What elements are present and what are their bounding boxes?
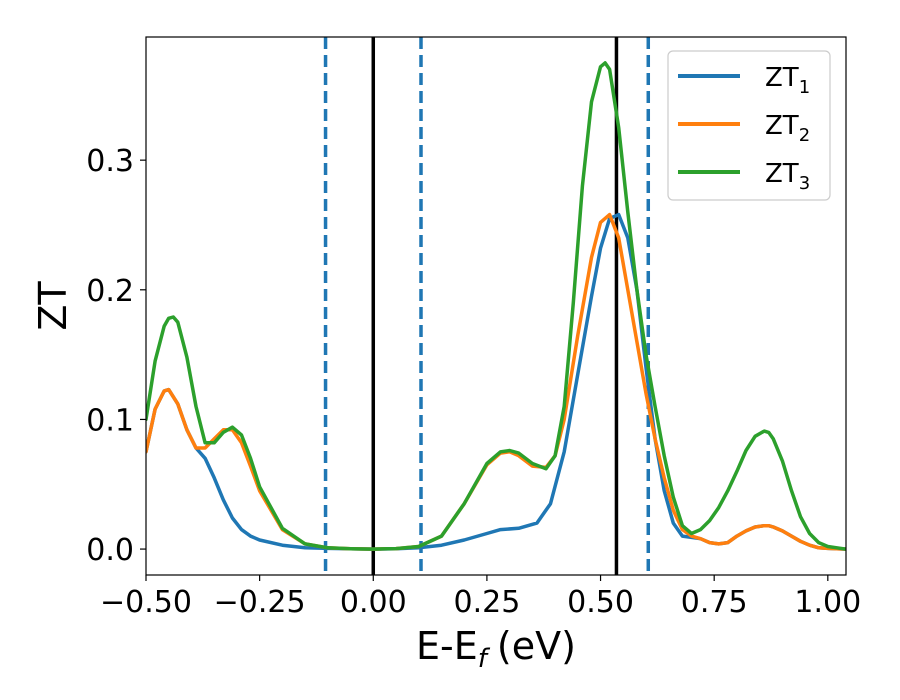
- x-tick-label: 0.75: [681, 585, 748, 620]
- axis-ticks: −0.50 −0.25 0.00 0.25 0.50 0.75 1.00 0.0 0.1 0.2 0…: [86, 144, 861, 620]
- plot-area: [146, 37, 846, 575]
- x-tick-label: 0.00: [340, 585, 407, 620]
- y-tick-label: 0.3: [86, 144, 134, 179]
- legend-label-zt2: ZT2: [765, 111, 810, 146]
- y-tick-label: 0.0: [86, 533, 134, 568]
- x-tick-label: 0.50: [567, 585, 634, 620]
- legend-box: [667, 50, 831, 201]
- x-tick-label: 0.25: [454, 585, 521, 620]
- x-axis-title: E-Ef (eV): [416, 624, 576, 674]
- x-tick-label: −0.25: [214, 585, 306, 620]
- legend-label-zt1: ZT1: [765, 63, 810, 98]
- x-axis-title-unit: (eV): [497, 624, 576, 668]
- y-axis-title: ZT: [31, 281, 75, 331]
- x-axis-title-subscript: f: [478, 644, 491, 674]
- legend-label-zt3: ZT3: [765, 159, 810, 194]
- series-line-zt3: [146, 61, 846, 551]
- x-tick-label: 1.00: [794, 585, 861, 620]
- series-line-zt1: [146, 212, 846, 551]
- y-tick-label: 0.1: [86, 403, 134, 438]
- y-tick-label: 0.2: [86, 274, 134, 309]
- plot-frame: [145, 36, 847, 576]
- x-axis-title-main: E-E: [416, 624, 478, 668]
- x-tick-label: −0.50: [100, 585, 192, 620]
- legend: ZT1 ZT2 ZT3: [667, 50, 831, 201]
- series-line-zt2: [146, 212, 846, 551]
